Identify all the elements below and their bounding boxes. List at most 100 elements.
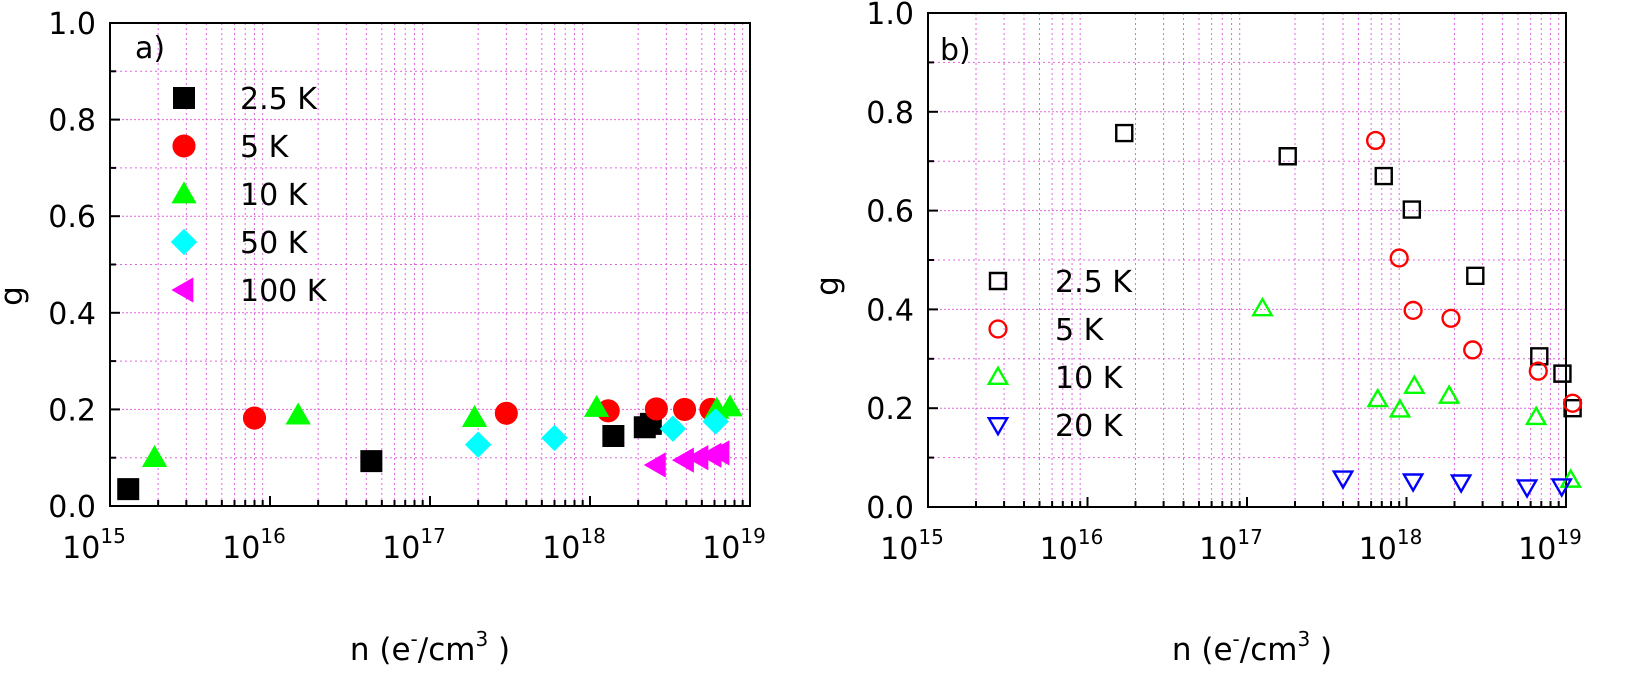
panel-b-xlabel-end: ): [1310, 632, 1332, 668]
panel-b-label: b): [940, 33, 971, 68]
panel-a-point-5K: [644, 397, 668, 421]
panel-b-legend-label: 20 K: [1055, 409, 1124, 444]
panel-a-point-25K: [360, 450, 383, 473]
panel-b-legend-marker-5K: [988, 319, 1008, 339]
panel-b-point-10K: [1403, 374, 1426, 394]
panel-b-ytick-label: 0.0: [866, 491, 914, 526]
panel-a-point-10K: [717, 394, 743, 417]
panel-a-point-50K: [659, 415, 687, 442]
panel-b-xlabel-sup2: 3: [1297, 627, 1310, 651]
panel-b-xtick-label: 1017: [1199, 525, 1263, 567]
panel-b-legend-marker-20K: [986, 417, 1010, 437]
panel-b-point-20K: [1401, 473, 1425, 493]
panel-b-xtick-label: 1019: [1518, 525, 1582, 567]
panel-a-xlabel-mid: /cm: [418, 632, 476, 668]
panel-b-ytick-label: 1.0: [866, 0, 914, 32]
panel-a-xlabel-base: n (e: [350, 632, 411, 668]
panel-a-marks: [117, 394, 743, 501]
panel-a-point-10K: [461, 404, 488, 427]
panel-a-point-5K: [242, 406, 267, 430]
panel-b-point-5K: [1389, 248, 1409, 268]
panel-b-point-10K: [1366, 387, 1389, 408]
panel-a-legend-marker-5K: [172, 134, 196, 158]
panel-a-point-10K: [285, 402, 311, 425]
panel-b-point-5K: [1441, 308, 1461, 328]
panel-b-xtick-label: 1016: [1040, 525, 1104, 567]
panel-a-legend-label: 50 K: [240, 226, 309, 261]
panel-a-legend-marker-25K: [173, 87, 195, 109]
panel-b-point-25K: [1563, 399, 1582, 418]
panel-a-xtick-label: 1019: [702, 524, 766, 566]
panel-a-point-50K: [464, 431, 492, 458]
panel-a-ytick-label: 0.4: [48, 297, 96, 332]
panel-b-point-20K: [1331, 470, 1355, 490]
panel-b-ytick-label: 0.2: [866, 392, 914, 427]
panel-b-point-25K: [1115, 123, 1134, 143]
panel-a-ticks: 0.0 0.2 0.4 0.6 0.8 1.0 1015 1016 1017 1018 1019: [48, 7, 766, 566]
panel-b-point-10K: [1524, 405, 1548, 426]
panel-a-grid: [110, 23, 750, 506]
panel-b-point-10K: [1388, 398, 1412, 418]
panel-a-xlabel-end: ): [488, 632, 510, 668]
panel-a-point-50K: [702, 408, 729, 435]
panel-a-legend-label: 100 K: [240, 274, 328, 309]
panel-b-legend: 2.5 K 5 K 10 K 20 K: [986, 265, 1133, 444]
panel-a-xlabel: n (e-/cm3 ): [350, 627, 510, 668]
panel-a-ytick-label: 0.0: [48, 490, 96, 525]
panel-b-point-20K: [1550, 478, 1573, 498]
panel-b-point-5K: [1365, 130, 1386, 151]
panel-a-point-100K: [707, 440, 730, 466]
panel-a-point-100K: [671, 447, 694, 473]
panel-b-xlabel: n (e-/cm3 ): [1172, 627, 1332, 668]
panel-b-legend-label: 5 K: [1055, 313, 1105, 348]
panel-a-point-5K: [673, 397, 697, 421]
panel-a-xtick-label: 1017: [382, 524, 446, 566]
panel-b-point-25K: [1402, 200, 1422, 219]
panel-b-marks: [1115, 123, 1583, 499]
panel-a-point-10K: [141, 445, 168, 468]
panel-b-xlabel-sup1: -: [1233, 627, 1240, 651]
panel-a-xtick-label: 1016: [222, 524, 286, 566]
panel-b: 0.0 0.2 0.4 0.6 0.8 1.0 1015 1016 1017 1018 1019 b…: [810, 0, 1583, 668]
panel-b-point-25K: [1553, 364, 1572, 383]
panel-b-legend-label: 2.5 K: [1055, 265, 1133, 300]
panel-b-legend-label: 10 K: [1055, 361, 1124, 396]
panel-a-point-25K: [602, 424, 625, 447]
panel-b-legend-marker-25K: [988, 271, 1008, 291]
panel-a-point-50K: [541, 424, 568, 452]
panel-a-xlabel-sup1: -: [411, 627, 418, 651]
panel-a-legend-label: 10 K: [240, 178, 309, 213]
panel-a-point-10K: [583, 394, 610, 417]
panel-b-point-25K: [1466, 266, 1485, 286]
panel-a-legend-label: 5 K: [240, 130, 290, 165]
panel-b-grid: [928, 13, 1566, 507]
panel-b-xtick-label: 1018: [1359, 525, 1423, 567]
panel-a-point-100K: [643, 452, 666, 478]
panel-b-point-25K: [1530, 347, 1549, 366]
panel-b-point-10K: [1251, 296, 1274, 317]
panel-a-point-5K: [494, 401, 518, 425]
panel-b-ytick-label: 0.6: [866, 195, 914, 230]
panel-a-ytick-label: 0.8: [48, 104, 96, 139]
panel-a-point-100K: [686, 445, 709, 471]
panel-a-ytick-label: 0.6: [48, 200, 96, 235]
panel-b-point-20K: [1515, 479, 1539, 499]
panel-a-ytick-label: 1.0: [48, 7, 96, 42]
panel-b-point-5K: [1528, 361, 1548, 381]
panel-b-ylabel: g: [810, 276, 846, 296]
panel-b-xlabel-mid: /cm: [1240, 632, 1298, 668]
panel-a-point-25K: [117, 478, 140, 501]
panel-b-point-5K: [1463, 340, 1483, 360]
panel-b-point-10K: [1437, 384, 1461, 404]
panel-b-ticks: 0.0 0.2 0.4 0.6 0.8 1.0 1015 1016 1017 1018 1019: [866, 0, 1582, 567]
panel-a-ytick-label: 0.2: [48, 393, 96, 428]
panel-a-legend-marker-50K: [170, 228, 198, 256]
panel-a-legend-marker-100K: [171, 277, 194, 303]
panel-a: 0.0 0.2 0.4 0.6 0.8 1.0 1015 1016 1017 1018 1019 a…: [0, 7, 766, 668]
panel-a-xlabel-sup2: 3: [475, 627, 488, 651]
panel-a-label: a): [135, 31, 165, 66]
panel-b-legend-marker-10K: [986, 365, 1010, 385]
panel-b-point-5K: [1403, 300, 1423, 320]
panel-b-ytick-label: 0.8: [866, 96, 914, 131]
